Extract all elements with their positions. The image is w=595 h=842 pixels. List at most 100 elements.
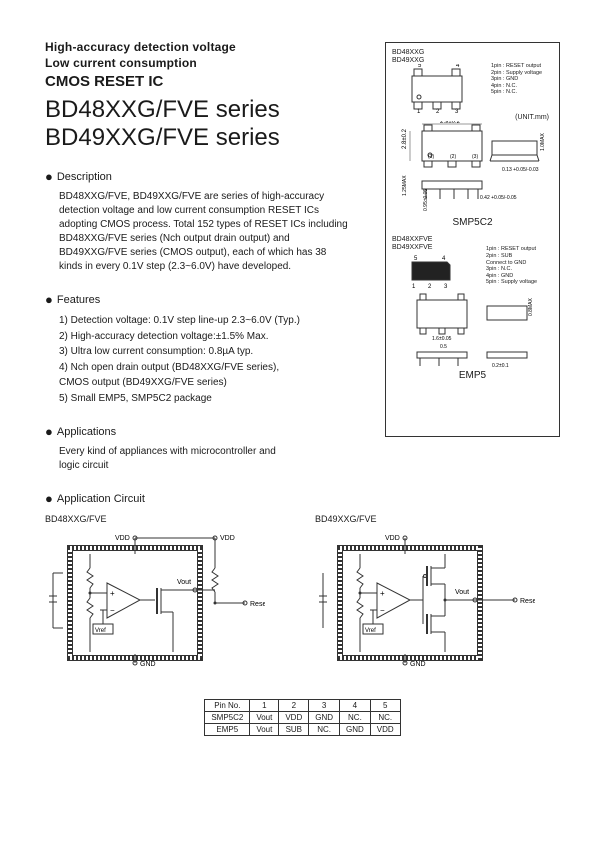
pkg2-label1: BD48XXFVE [392,236,482,244]
svg-text:Vref: Vref [365,628,376,634]
features-section: ●Features 1) Detection voltage: 0.1V ste… [45,292,365,406]
pin-table-cell: NC. [309,724,340,736]
appcircuit-heading: Application Circuit [57,493,145,505]
svg-text:2.8±0.2: 2.8±0.2 [402,129,408,150]
svg-text:5: 5 [414,256,418,262]
smp5c2-top-icon: 5 4 1 2 3 [392,64,482,114]
pin-table-cell: EMP5 [205,724,250,736]
emp5-top-icon: 5 4 1 2 3 [392,252,477,292]
pkg1-label2: BD49XXG [392,57,487,65]
applications-text: Every kind of appliances with microcontr… [59,445,299,473]
svg-text:Reset: Reset [250,601,265,608]
circuit-bd49-icon: VDD + − Vref [315,528,535,678]
title-line2: BD49XXG/FVE series [45,124,365,152]
svg-text:−: − [380,606,385,615]
svg-text:GND: GND [410,661,426,668]
feature-item: CMOS output (BD49XXG/FVE series) [59,375,365,391]
svg-text:1: 1 [417,109,421,114]
pin-legend-item: 5pin : Supply voltage [486,279,553,286]
package-panel: BD48XXG BD49XXG 5 4 1 2 3 1pin : RESET o… [385,42,560,437]
svg-text:0.8MAX: 0.8MAX [528,297,534,315]
feature-item: 3) Ultra low current consumption: 0.8µA … [59,344,365,360]
pin-table-cell: VDD [279,712,309,724]
bullet-icon: ● [45,491,53,506]
description-text: BD48XXG/FVE, BD49XXG/FVE are series of h… [59,190,349,274]
svg-text:+: + [380,589,385,598]
pin-table-header: 4 [340,700,371,712]
svg-text:VDD: VDD [115,535,130,542]
pin-table: Pin No. 1 2 3 4 5 SMP5C2 Vout VDD GND NC… [204,699,400,736]
svg-text:3: 3 [455,109,459,114]
features-list: 1) Detection voltage: 0.1V step line-up … [59,313,365,406]
pin-table-cell: GND [309,712,340,724]
svg-text:VDD: VDD [220,535,235,542]
pin-legend-item: Connect to GND [486,260,553,267]
pkg1-pin-legend: 1pin : RESET output 2pin : Supply voltag… [491,49,553,114]
pin-table-header: 5 [370,700,400,712]
svg-text:−: − [110,606,115,615]
pkg2-name: EMP5 [392,370,553,381]
unit-label: (UNIT.mm) [392,114,553,121]
svg-text:2.9±0.2: 2.9±0.2 [440,121,461,125]
feature-item: 4) Nch open drain output (BD48XXG/FVE se… [59,360,365,376]
svg-text:2: 2 [436,109,440,114]
features-heading: Features [57,294,100,306]
title-line1: BD48XXG/FVE series [45,96,365,124]
pin-table-cell: SUB [279,724,309,736]
pin-legend-item: 4pin : N.C. [491,83,553,90]
feature-item: 5) Small EMP5, SMP5C2 package [59,391,365,407]
svg-text:Vref: Vref [95,628,106,634]
svg-text:(1): (1) [428,154,434,160]
pin-table-cell: GND [340,724,371,736]
svg-text:(3): (3) [472,154,478,160]
svg-text:1: 1 [412,284,416,290]
svg-text:0.5: 0.5 [440,344,447,350]
bullet-icon: ● [45,424,53,439]
pin-legend-item: 5pin : N.C. [491,89,553,96]
header-sub2: Low current consumption [45,56,365,72]
pkg2-label2: BD49XXFVE [392,244,482,252]
pkg2-pin-legend: 1pin : RESET output 2pin : SUB Connect t… [486,236,553,291]
svg-text:0.13 +0.05/-0.03: 0.13 +0.05/-0.03 [502,167,539,173]
svg-text:GND: GND [140,661,156,668]
applications-section: ● Applications Every kind of appliances w… [45,424,365,473]
appcircuit-section: ● Application Circuit [45,491,365,506]
pin-legend-item: 4pin : GND [486,273,553,280]
svg-text:(2): (2) [450,154,456,160]
svg-text:3: 3 [444,284,448,290]
svg-text:0.95±0.05: 0.95±0.05 [423,189,429,211]
pin-table-header: 3 [309,700,340,712]
header-sub1: High-accuracy detection voltage [45,40,365,56]
pin-legend-item: 3pin : N.C. [486,266,553,273]
pin-legend-item: 2pin : SUB [486,253,553,260]
pkg1-name: SMP5C2 [392,217,553,228]
svg-text:1.6±0.05: 1.6±0.05 [432,336,452,342]
pin-table-cell: VDD [370,724,400,736]
pin-table-header: Pin No. [205,700,250,712]
page-title: BD48XXG/FVE series BD49XXG/FVE series [45,96,365,151]
feature-item: 1) Detection voltage: 0.1V step line-up … [59,313,365,329]
smp5c2-dim-icon: (1) (2) (3) 2.9±0.2 2.8±0.2 1.0MAX 0.13 … [392,121,557,221]
svg-text:4: 4 [442,256,446,262]
svg-text:4: 4 [456,64,460,69]
pin-table-cell: SMP5C2 [205,712,250,724]
svg-text:2: 2 [428,284,432,290]
svg-text:VDD: VDD [385,535,400,542]
feature-item: 2) High-accuracy detection voltage:±1.5%… [59,329,365,345]
pin-legend-item: 3pin : GND [491,76,553,83]
pin-legend-item: 1pin : RESET output [486,246,553,253]
bullet-icon: ● [45,169,53,184]
svg-text:+: + [110,589,115,598]
svg-text:1.0MAX: 1.0MAX [540,133,546,151]
svg-text:5: 5 [418,64,422,69]
circuit-bd48: BD48XXG/FVE VDD VDD [45,514,265,683]
pin-table-header: 2 [279,700,309,712]
pin-table-cell: NC. [370,712,400,724]
svg-text:Vout: Vout [177,579,191,586]
svg-text:Reset: Reset [520,598,535,605]
pin-legend-item: 2pin : Supply voltage [491,70,553,77]
svg-text:Vout: Vout [455,589,469,596]
pin-table-cell: NC. [340,712,371,724]
applications-heading: Applications [57,426,116,438]
pin-table-cell: Vout [250,712,279,724]
